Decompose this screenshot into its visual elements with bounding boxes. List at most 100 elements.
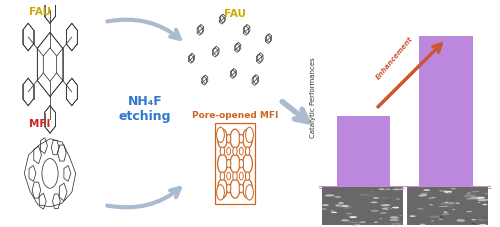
Ellipse shape bbox=[440, 216, 443, 218]
Ellipse shape bbox=[438, 219, 443, 220]
Ellipse shape bbox=[443, 206, 454, 207]
Ellipse shape bbox=[325, 194, 334, 196]
Ellipse shape bbox=[384, 222, 388, 224]
Circle shape bbox=[431, 220, 434, 221]
Ellipse shape bbox=[429, 204, 434, 205]
Ellipse shape bbox=[439, 190, 448, 192]
Circle shape bbox=[370, 202, 378, 203]
Text: Enhancement: Enhancement bbox=[375, 35, 414, 80]
Ellipse shape bbox=[456, 202, 460, 204]
Circle shape bbox=[378, 188, 384, 190]
Ellipse shape bbox=[372, 193, 379, 195]
Circle shape bbox=[476, 197, 485, 199]
Circle shape bbox=[242, 179, 252, 198]
Ellipse shape bbox=[358, 194, 372, 196]
Circle shape bbox=[482, 204, 488, 205]
Text: MFI: MFI bbox=[30, 119, 50, 129]
Ellipse shape bbox=[398, 188, 401, 189]
Circle shape bbox=[472, 219, 476, 220]
Bar bbox=[406, 187, 488, 225]
Circle shape bbox=[218, 154, 228, 173]
Ellipse shape bbox=[472, 223, 476, 224]
Circle shape bbox=[216, 185, 224, 200]
Ellipse shape bbox=[466, 211, 472, 212]
Ellipse shape bbox=[396, 198, 400, 200]
Text: FAU: FAU bbox=[29, 7, 51, 17]
Ellipse shape bbox=[346, 196, 350, 197]
Circle shape bbox=[444, 212, 448, 213]
Ellipse shape bbox=[386, 189, 390, 190]
Ellipse shape bbox=[484, 217, 486, 218]
Circle shape bbox=[335, 205, 340, 206]
Ellipse shape bbox=[430, 215, 441, 218]
Ellipse shape bbox=[456, 219, 465, 222]
Circle shape bbox=[226, 147, 230, 155]
Ellipse shape bbox=[382, 207, 392, 210]
Circle shape bbox=[242, 129, 252, 148]
Circle shape bbox=[242, 154, 252, 173]
Ellipse shape bbox=[476, 219, 487, 221]
Circle shape bbox=[246, 185, 254, 200]
Text: FAU: FAU bbox=[224, 9, 246, 19]
Circle shape bbox=[239, 159, 244, 168]
Circle shape bbox=[218, 179, 228, 198]
Circle shape bbox=[479, 224, 486, 226]
Circle shape bbox=[218, 129, 228, 148]
Ellipse shape bbox=[348, 222, 359, 223]
Ellipse shape bbox=[388, 208, 392, 210]
Ellipse shape bbox=[418, 194, 428, 197]
Ellipse shape bbox=[450, 188, 456, 189]
Circle shape bbox=[330, 210, 334, 211]
Ellipse shape bbox=[366, 212, 368, 213]
Ellipse shape bbox=[417, 208, 424, 210]
Ellipse shape bbox=[466, 192, 470, 195]
Circle shape bbox=[240, 172, 244, 180]
Ellipse shape bbox=[385, 200, 390, 201]
Circle shape bbox=[220, 172, 224, 180]
Circle shape bbox=[240, 147, 244, 155]
Circle shape bbox=[230, 154, 240, 173]
Ellipse shape bbox=[390, 216, 398, 219]
Circle shape bbox=[220, 147, 224, 155]
Ellipse shape bbox=[367, 221, 373, 222]
Circle shape bbox=[246, 147, 250, 155]
Ellipse shape bbox=[352, 224, 360, 226]
Circle shape bbox=[478, 202, 480, 203]
Circle shape bbox=[341, 219, 349, 221]
Ellipse shape bbox=[482, 193, 486, 195]
Ellipse shape bbox=[392, 188, 404, 190]
Circle shape bbox=[233, 147, 237, 155]
Circle shape bbox=[239, 184, 244, 193]
Circle shape bbox=[239, 134, 244, 143]
Ellipse shape bbox=[346, 213, 352, 214]
Circle shape bbox=[226, 159, 231, 168]
Ellipse shape bbox=[336, 205, 344, 207]
Text: NH₄F
etching: NH₄F etching bbox=[119, 95, 171, 123]
Circle shape bbox=[226, 184, 231, 193]
Ellipse shape bbox=[351, 211, 354, 212]
Ellipse shape bbox=[359, 221, 366, 223]
Circle shape bbox=[226, 134, 231, 143]
Circle shape bbox=[226, 172, 230, 180]
Ellipse shape bbox=[382, 197, 390, 199]
Bar bbox=[322, 187, 403, 225]
Ellipse shape bbox=[390, 223, 402, 225]
Ellipse shape bbox=[448, 192, 450, 193]
Bar bbox=[337, 116, 390, 188]
Ellipse shape bbox=[370, 210, 379, 212]
Circle shape bbox=[374, 222, 378, 223]
Y-axis label: Catalytic Performances: Catalytic Performances bbox=[310, 57, 316, 138]
Ellipse shape bbox=[390, 219, 399, 221]
Ellipse shape bbox=[441, 202, 456, 205]
Ellipse shape bbox=[442, 213, 450, 215]
Circle shape bbox=[424, 189, 430, 191]
Ellipse shape bbox=[445, 191, 451, 195]
Circle shape bbox=[216, 127, 224, 143]
Ellipse shape bbox=[460, 203, 464, 204]
Ellipse shape bbox=[466, 198, 477, 200]
Circle shape bbox=[482, 193, 488, 194]
Ellipse shape bbox=[476, 196, 478, 197]
Ellipse shape bbox=[380, 212, 387, 214]
Circle shape bbox=[446, 191, 449, 192]
Text: Pore-opened MFI: Pore-opened MFI bbox=[192, 111, 278, 120]
